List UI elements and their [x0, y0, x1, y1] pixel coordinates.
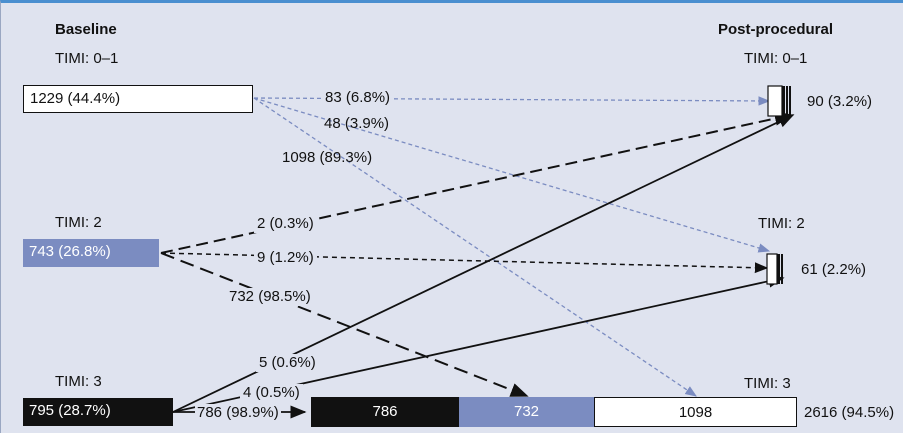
- post-timi01-marker: [767, 85, 783, 117]
- baseline-timi01-box: 1229 (44.4%): [23, 85, 253, 113]
- flow-label-2-to-01: 2 (0.3%): [254, 215, 317, 233]
- post-timi01-label: TIMI: 0–1: [744, 50, 808, 67]
- arrow-2-to-2: [160, 252, 769, 274]
- post-timi2-value: 61 (2.2%): [801, 261, 867, 278]
- baseline-timi01-label: TIMI: 0–1: [55, 50, 119, 67]
- post-timi3-segment-from-timi2: 732: [459, 397, 594, 427]
- post-timi3-value: 2616 (94.5%): [804, 404, 895, 421]
- post-timi01-marker-stripe-3: [789, 86, 791, 116]
- flow-label-01-to-3: 1098 (89.3%): [282, 149, 373, 166]
- baseline-timi3-label: TIMI: 3: [55, 373, 102, 390]
- post-timi01-marker-stripe-2: [786, 86, 788, 116]
- post-timi2-marker: [766, 253, 778, 285]
- arrow-2-to-3: [160, 252, 529, 397]
- flow-label-3-to-2: 4 (0.5%): [240, 384, 303, 402]
- post-timi01-marker-stripe-1: [782, 86, 785, 116]
- flow-label-3-to-3: 786 (98.9%): [195, 404, 281, 422]
- baseline-timi2-box: 743 (26.8%): [23, 239, 159, 267]
- post-timi2-label: TIMI: 2: [758, 215, 805, 232]
- post-timi2-marker-stripe-2: [781, 254, 783, 284]
- arrow-01-to-3: [253, 97, 697, 397]
- flow-label-3-to-01: 5 (0.6%): [256, 354, 319, 372]
- post-timi3-segment-from-timi3: 786: [311, 397, 459, 427]
- baseline-timi2-label: TIMI: 2: [55, 214, 102, 231]
- arrow-01-to-2: [253, 97, 771, 253]
- flow-label-2-to-2: 9 (1.2%): [254, 249, 317, 267]
- post-timi01-value: 90 (3.2%): [807, 93, 873, 110]
- flow-label-01-to-2: 48 (3.9%): [324, 115, 390, 132]
- flow-label-2-to-3: 732 (98.5%): [226, 288, 314, 306]
- post-procedural-header: Post-procedural: [718, 21, 834, 38]
- flow-label-01-to-01: 83 (6.8%): [322, 89, 394, 107]
- baseline-timi3-box: 795 (28.7%): [23, 398, 173, 426]
- post-timi2-marker-stripe-1: [777, 254, 780, 284]
- post-timi3-label: TIMI: 3: [744, 375, 791, 392]
- post-timi3-segment-from-timi01: 1098: [594, 397, 797, 427]
- baseline-header: Baseline: [55, 21, 117, 38]
